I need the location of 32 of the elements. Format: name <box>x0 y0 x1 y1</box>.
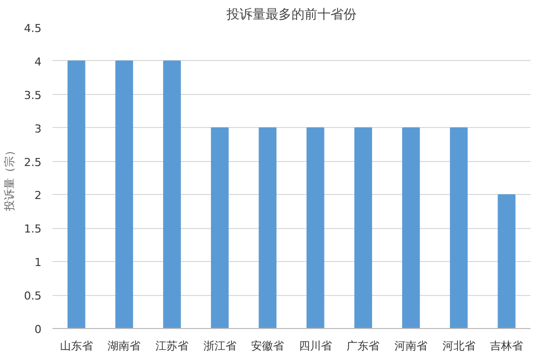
bar <box>354 127 372 328</box>
x-tick-label: 河北省 <box>442 340 476 352</box>
bar <box>498 194 516 328</box>
x-tick-label: 四川省 <box>298 340 332 352</box>
y-tick-label: 3.5 <box>24 88 42 102</box>
x-tick-label: 湖南省 <box>108 340 141 352</box>
y-axis-title: 投诉量（宗） <box>3 145 16 212</box>
x-tick-label: 河南省 <box>394 340 428 352</box>
y-tick-label: 3 <box>34 122 42 136</box>
y-tick-label: 1 <box>34 256 42 270</box>
x-tick-label: 广东省 <box>346 340 380 352</box>
bar <box>450 127 468 328</box>
y-tick-label: 4 <box>34 55 42 68</box>
y-tick-label: 1.5 <box>24 222 42 236</box>
chart-title: 投诉量最多的前十省份 <box>226 8 356 22</box>
bar <box>163 60 181 328</box>
bar <box>68 60 86 328</box>
y-tick-label: 2 <box>34 189 42 202</box>
y-tick-label: 2.5 <box>24 156 42 169</box>
bar <box>115 60 134 328</box>
x-tick-label: 江苏省 <box>156 340 188 352</box>
bar <box>306 127 324 328</box>
y-tick-label: 4.5 <box>24 22 42 35</box>
bar <box>402 127 420 328</box>
y-tick-label: 0 <box>34 323 42 336</box>
x-tick-label: 山东省 <box>60 340 93 352</box>
y-tick-label: 0.5 <box>24 290 42 303</box>
bar <box>258 127 276 328</box>
x-tick-label: 浙江省 <box>203 340 236 352</box>
x-tick-label: 吉林省 <box>490 340 524 352</box>
bar <box>210 127 229 328</box>
x-tick-label: 安徽省 <box>251 340 284 352</box>
